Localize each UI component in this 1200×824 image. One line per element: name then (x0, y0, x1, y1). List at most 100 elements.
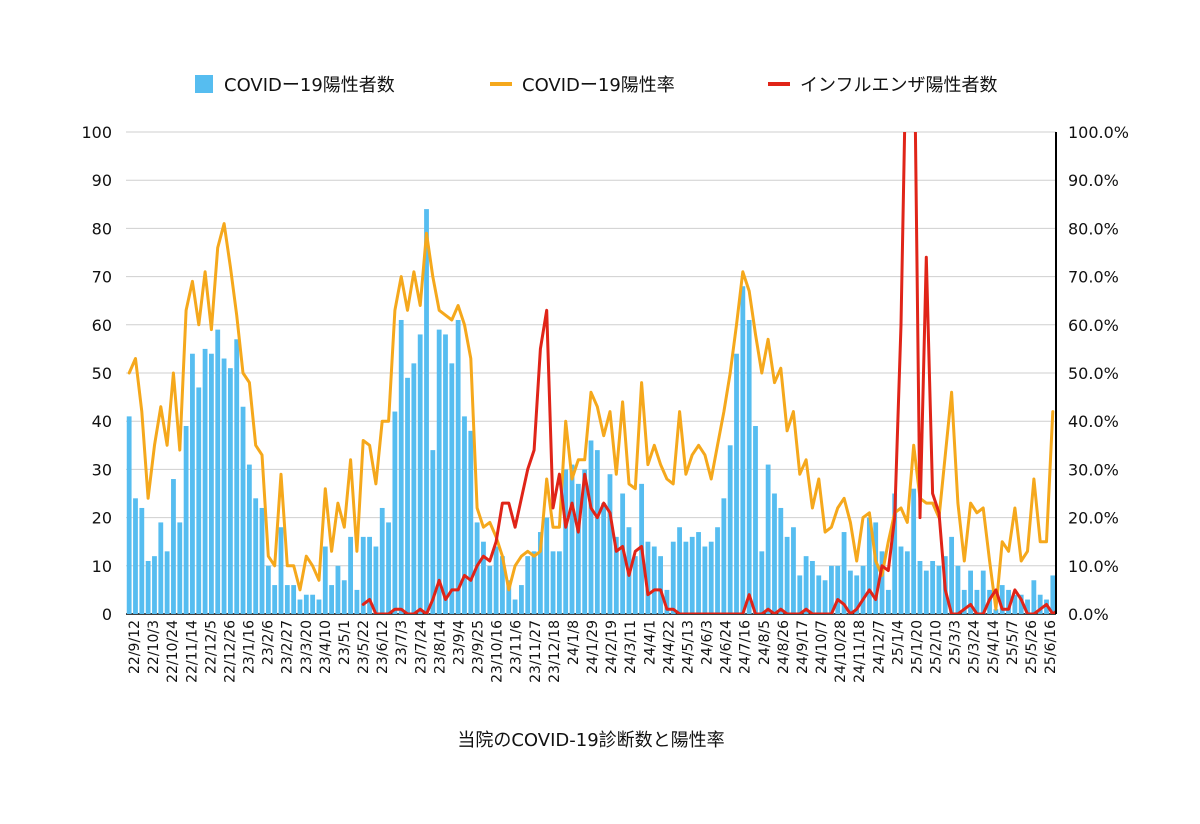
bar (171, 479, 176, 614)
bar (588, 440, 594, 614)
bar (658, 556, 663, 614)
bar (177, 522, 183, 614)
bar (873, 522, 879, 614)
bar (854, 575, 860, 614)
bar (449, 363, 455, 614)
series-line-covid-positive-rate (127, 222, 1055, 611)
x-tick-label: 24/7/16 (738, 620, 754, 674)
x-tick-label: 23/5/22 (356, 620, 372, 674)
x-axis: 22/9/12 22/10/3 22/10/24 22/11/14 22/12/5 22/… (127, 620, 1059, 683)
bar (613, 536, 619, 614)
x-tick-label: 25/1/4 (890, 620, 906, 665)
x-tick-label: 24/4/22 (661, 620, 677, 674)
bar (651, 546, 657, 614)
x-tick-label: 23/11/6 (509, 620, 525, 674)
bar (974, 589, 980, 614)
bar (215, 329, 221, 614)
legend-label-covid-positive-rate: COVIDー19陽性率 (522, 75, 675, 96)
bar (601, 503, 607, 614)
bar (392, 411, 398, 614)
y2-tick-label: 60.0% (1068, 316, 1119, 335)
bar (765, 464, 771, 614)
bar (556, 551, 562, 614)
bar (822, 580, 828, 614)
bar (620, 493, 626, 614)
y2-tick-label: 40.0% (1068, 412, 1119, 431)
bar (923, 570, 929, 614)
bar (405, 377, 410, 614)
lines (127, 132, 1056, 614)
bar (481, 541, 486, 614)
bar (955, 565, 961, 614)
x-tick-label: 23/8/14 (432, 620, 448, 674)
bar (999, 585, 1005, 614)
x-tick-label: 24/2/19 (604, 620, 620, 674)
y-tick-label: 100 (81, 123, 112, 142)
x-tick-label: 23/2/27 (280, 620, 296, 674)
bar (272, 585, 278, 614)
bar (253, 498, 259, 614)
x-tick-label: 22/9/12 (127, 620, 143, 674)
bar (183, 426, 189, 614)
y-tick-label: 10 (92, 557, 112, 576)
bar (772, 493, 777, 614)
bar (829, 565, 834, 614)
x-tick-label: 24/6/24 (719, 620, 735, 674)
bar (677, 527, 682, 614)
bar (265, 565, 271, 614)
bar (468, 430, 474, 614)
y2-tick-label: 100.0% (1068, 123, 1129, 142)
bar (373, 546, 379, 614)
bar (803, 556, 809, 614)
x-tick-label: 22/11/14 (184, 620, 200, 683)
bar (784, 536, 790, 614)
bar (993, 609, 999, 614)
bar (133, 498, 138, 614)
bar (759, 551, 765, 614)
bar (202, 348, 208, 614)
bar (379, 507, 385, 614)
bar (341, 580, 347, 614)
x-tick-label: 23/7/3 (394, 620, 410, 665)
bar (259, 507, 265, 614)
bar (696, 532, 701, 614)
bar (582, 469, 588, 614)
bar (411, 363, 417, 614)
bar (152, 556, 157, 614)
bar (335, 565, 341, 614)
bar (841, 532, 847, 614)
y2-tick-label: 70.0% (1068, 268, 1119, 287)
y-tick-label: 80 (92, 219, 112, 238)
x-tick-label: 24/3/11 (623, 620, 639, 674)
bar (234, 339, 240, 614)
bar (190, 353, 195, 614)
bar (164, 551, 170, 614)
x-tick-label: 25/4/14 (986, 620, 1002, 674)
bar (645, 541, 651, 614)
bar (500, 556, 505, 614)
bar (778, 507, 784, 614)
y-tick-label: 20 (92, 509, 112, 528)
bar (683, 541, 689, 614)
bar (512, 599, 518, 614)
bar (885, 589, 891, 614)
bar (860, 565, 866, 614)
bar (1025, 599, 1030, 614)
bar (506, 580, 512, 614)
y-tick-label: 60 (92, 316, 112, 335)
x-tick-label: 23/9/25 (471, 620, 487, 674)
x-tick-label: 23/6/12 (375, 620, 391, 674)
bar (1012, 594, 1018, 614)
bar (525, 556, 531, 614)
x-tick-label: 22/12/5 (203, 620, 219, 674)
bar (196, 387, 202, 614)
x-tick-label: 23/2/6 (261, 620, 277, 665)
y-tick-label: 50 (92, 364, 112, 383)
bar (367, 536, 372, 614)
bar (898, 546, 904, 614)
legend-label-covid-positive-count: COVIDー19陽性者数 (224, 75, 395, 96)
x-tick-label: 23/3/20 (299, 620, 315, 674)
bar (930, 560, 936, 614)
bar (1031, 580, 1037, 614)
